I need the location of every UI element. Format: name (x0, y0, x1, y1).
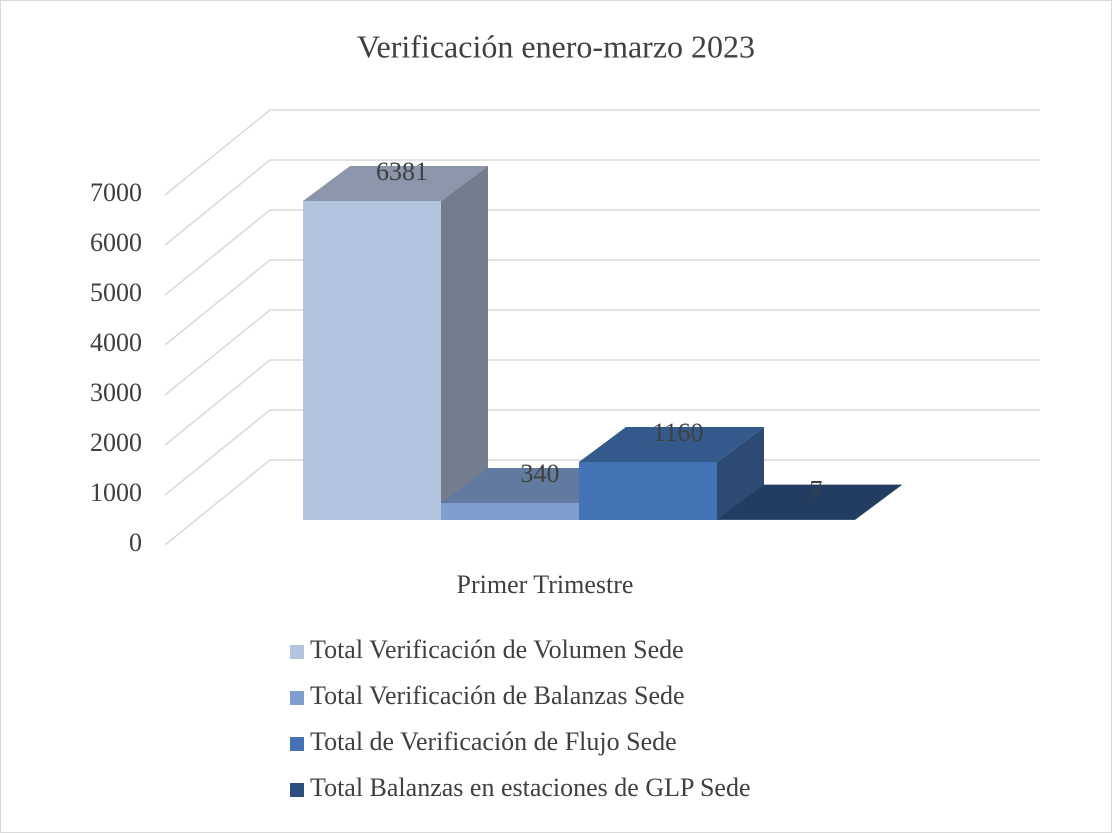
bar (303, 165, 488, 520)
data-label: 7 (810, 476, 823, 505)
grid-line (164, 159, 1040, 246)
grid-line (164, 109, 1040, 196)
bar (717, 484, 902, 520)
y-tick-label: 1000 (90, 478, 142, 507)
legend-label: Total de Verificación de Flujo Sede (310, 727, 677, 756)
y-tick-label: 5000 (90, 278, 142, 307)
bar-front (303, 200, 441, 520)
legend-label: Total Verificación de Balanzas Sede (310, 681, 685, 710)
bar-front (441, 503, 579, 520)
data-label: 340 (521, 459, 560, 488)
grid-line (164, 259, 1040, 346)
bar-side (855, 484, 902, 520)
legend-label: Total Verificación de Volumen Sede (310, 635, 684, 664)
grid-line (164, 459, 1040, 546)
legend-swatch (290, 691, 304, 705)
chart-title: Verificación enero-marzo 2023 (357, 28, 755, 64)
bar-top (303, 165, 488, 201)
y-tick-label: 7000 (90, 178, 142, 207)
y-tick-label: 4000 (90, 328, 142, 357)
legend-swatch (290, 783, 304, 797)
bar-top (717, 484, 902, 520)
legend-swatch (290, 737, 304, 751)
grid-line (164, 409, 1040, 496)
bar-side (717, 427, 764, 520)
bar (579, 427, 764, 520)
x-tick-label: Primer Trimestre (457, 570, 634, 599)
bar-front (579, 462, 717, 520)
bar-top (579, 427, 764, 462)
legend-label: Total Balanzas en estaciones de GLP Sede (310, 773, 751, 802)
y-tick-label: 2000 (90, 428, 142, 457)
grid-line (164, 209, 1040, 296)
data-label: 1160 (652, 418, 703, 447)
grid-line (164, 309, 1040, 396)
y-tick-label: 3000 (90, 378, 142, 407)
data-label: 6381 (376, 157, 428, 186)
y-tick-label: 0 (129, 528, 142, 557)
grid-line (164, 359, 1040, 446)
bar-side (441, 165, 488, 520)
y-tick-label: 6000 (90, 228, 142, 257)
legend-swatch (290, 645, 304, 659)
